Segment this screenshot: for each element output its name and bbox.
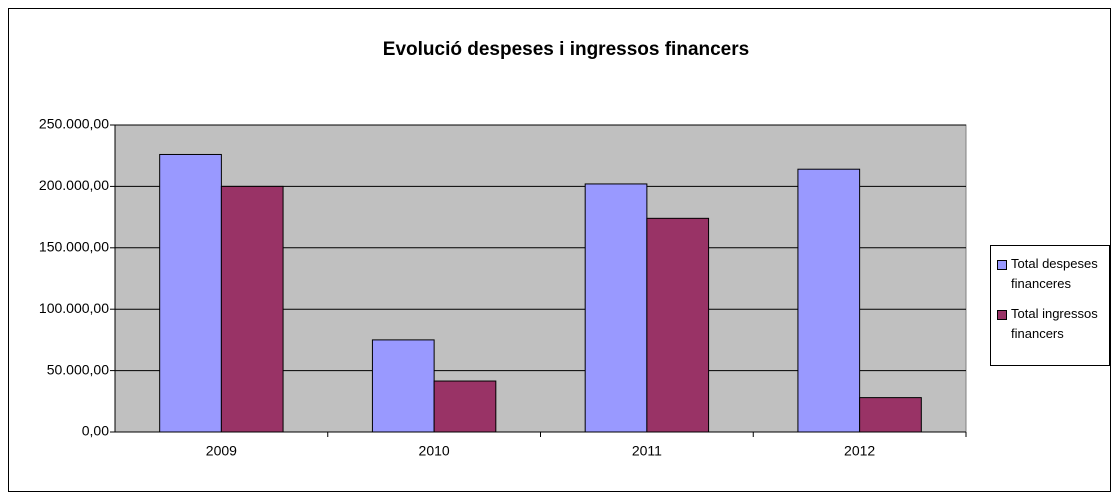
x-tick-label: 2012	[844, 443, 875, 459]
legend-swatch	[997, 260, 1007, 270]
y-tick-label: 100.000,00	[39, 300, 109, 316]
legend: Total despeses financeres Total ingressos…	[990, 245, 1110, 366]
legend-item: Total despeses financeres	[995, 254, 1105, 294]
legend-label: Total despeses financeres	[1011, 256, 1098, 291]
bar	[797, 168, 861, 433]
bar	[159, 153, 222, 433]
y-tick-label: 0,00	[82, 423, 109, 439]
y-tick-label: 50.000,00	[47, 361, 109, 377]
bar	[371, 339, 435, 433]
y-tick-label: 250.000,00	[39, 116, 109, 132]
x-tick-label: 2010	[419, 443, 450, 459]
bar	[433, 380, 497, 433]
chart-title: Evolució despeses i ingressos financers	[383, 39, 749, 60]
x-tick-label: 2009	[206, 443, 237, 459]
legend-item: Total ingressos financers	[995, 304, 1105, 344]
bar	[859, 397, 922, 433]
legend-swatch	[997, 310, 1007, 320]
bar	[220, 185, 284, 433]
y-tick-label: 150.000,00	[39, 239, 109, 255]
bar	[646, 217, 710, 433]
bar	[584, 183, 648, 433]
y-tick-label: 200.000,00	[39, 177, 109, 193]
legend-label: Total ingressos financers	[1011, 306, 1098, 341]
x-tick-label: 2011	[632, 443, 662, 459]
